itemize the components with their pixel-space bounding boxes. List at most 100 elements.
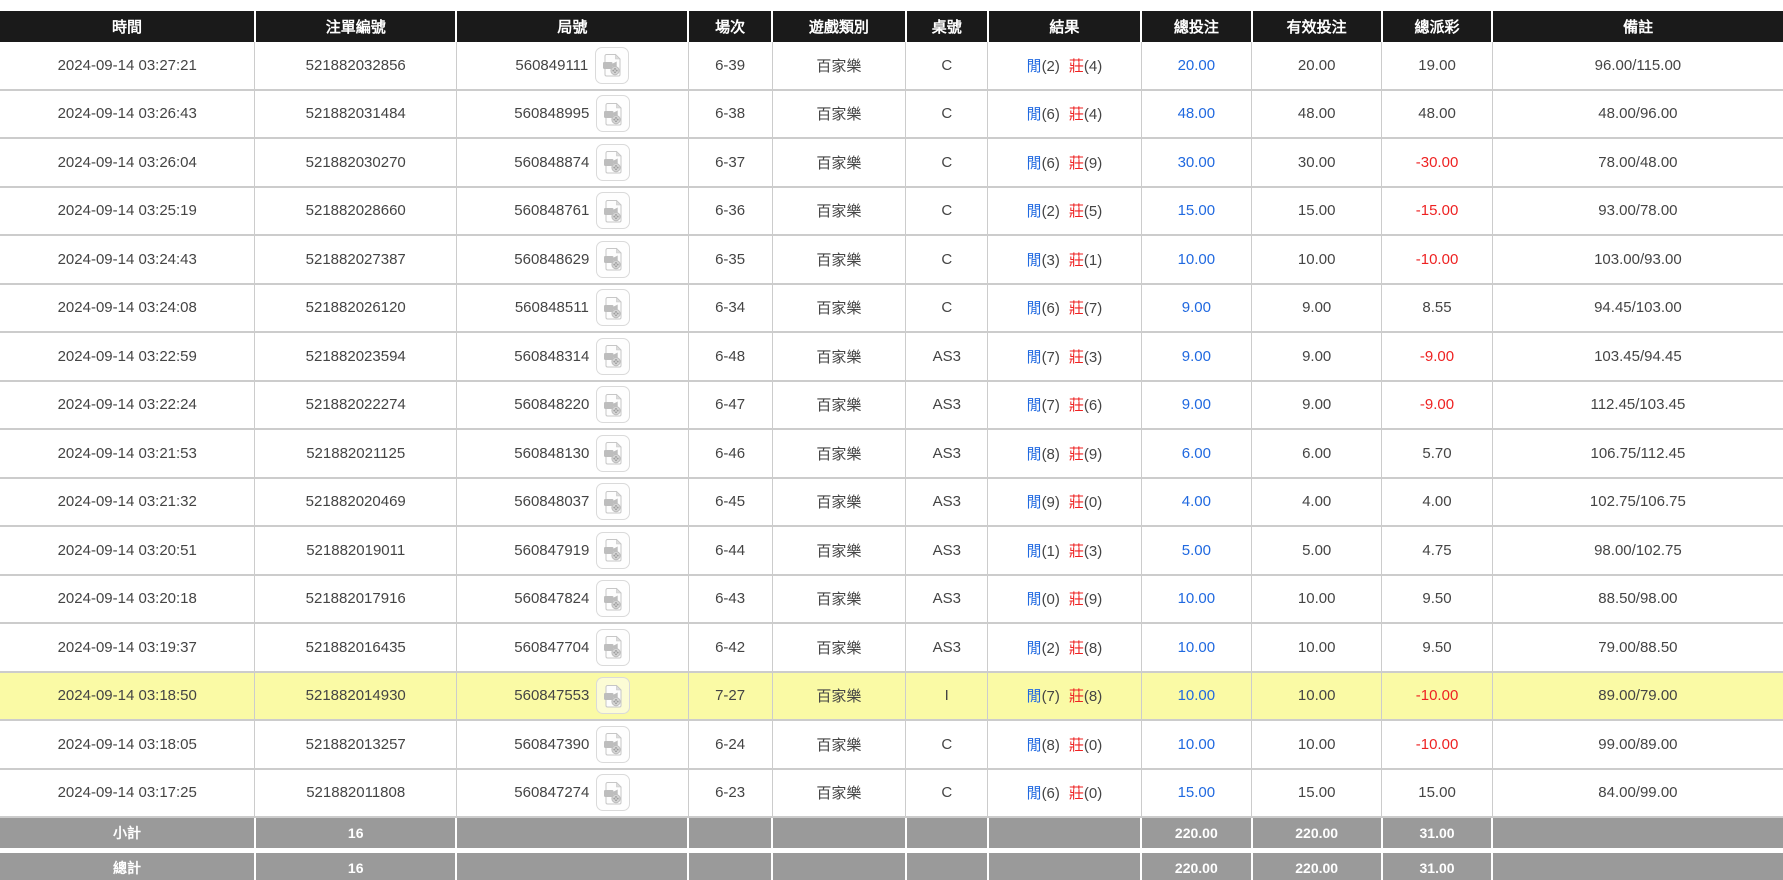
round-id-text: 560848220 bbox=[514, 396, 590, 414]
video-replay-button[interactable] bbox=[595, 289, 630, 327]
table-row[interactable]: 2024-09-14 03:26:43 521882031484 5608489… bbox=[0, 89, 1783, 139]
table-row[interactable]: 2024-09-14 03:17:25 521882011808 5608472… bbox=[0, 768, 1783, 818]
cell-bet-id: 521882022274 bbox=[254, 380, 457, 430]
result-banker-label: 莊 bbox=[1068, 203, 1084, 221]
video-replay-button[interactable] bbox=[596, 628, 631, 666]
cell-game-type: 百家樂 bbox=[772, 526, 907, 576]
cell-total-bet: 10.00 bbox=[1141, 623, 1253, 673]
cell-payout: -10.00 bbox=[1381, 720, 1493, 770]
result-player-value: (1) bbox=[1041, 542, 1060, 560]
cell-table-no: C bbox=[905, 186, 989, 236]
cell-remark: 103.45/94.45 bbox=[1492, 332, 1783, 382]
cell-time: 2024-09-14 03:21:32 bbox=[0, 477, 256, 527]
cell-total-bet: 9.00 bbox=[1141, 283, 1253, 333]
video-replay-button[interactable] bbox=[596, 143, 631, 181]
cell-time: 2024-09-14 03:17:25 bbox=[0, 768, 256, 818]
table-row[interactable]: 2024-09-14 03:22:24 521882022274 5608482… bbox=[0, 380, 1783, 430]
cell-total-bet: 9.00 bbox=[1141, 380, 1253, 430]
result-banker-label: 莊 bbox=[1068, 736, 1084, 754]
cell-session: 6-34 bbox=[688, 283, 773, 333]
cell-time: 2024-09-14 03:18:05 bbox=[0, 720, 256, 770]
cell-table-no: C bbox=[905, 720, 989, 770]
result-banker-value: (3) bbox=[1083, 348, 1103, 366]
video-replay-button[interactable] bbox=[595, 46, 630, 84]
cell-session: 6-47 bbox=[688, 380, 773, 430]
cell-time: 2024-09-14 03:19:37 bbox=[0, 623, 256, 673]
cell-remark: 106.75/112.45 bbox=[1492, 429, 1783, 479]
cell-valid-bet: 9.00 bbox=[1251, 380, 1383, 430]
table-row[interactable]: 2024-09-14 03:22:59 521882023594 5608483… bbox=[0, 332, 1783, 382]
video-replay-button[interactable] bbox=[596, 434, 631, 472]
cell-table-no: C bbox=[905, 283, 989, 333]
cell-session: 6-43 bbox=[688, 574, 773, 624]
table-row[interactable]: 2024-09-14 03:18:05 521882013257 5608473… bbox=[0, 720, 1783, 770]
result-banker-label: 莊 bbox=[1068, 251, 1084, 269]
result-banker-value: (8) bbox=[1083, 639, 1103, 657]
cell-table-no: AS3 bbox=[905, 477, 989, 527]
table-row[interactable]: 2024-09-14 03:21:32 521882020469 5608480… bbox=[0, 477, 1783, 527]
cell-round-id: 560848629 bbox=[456, 235, 689, 285]
cell-session: 6-37 bbox=[688, 138, 773, 188]
round-id-text: 560847274 bbox=[514, 784, 590, 802]
result-player-value: (8) bbox=[1041, 445, 1060, 463]
col-header-table-no: 桌號 bbox=[904, 11, 988, 42]
result-banker-value: (3) bbox=[1083, 542, 1103, 560]
round-id-text: 560848995 bbox=[514, 105, 590, 123]
round-id-text: 560848314 bbox=[514, 347, 590, 365]
col-header-game-type: 遊戲類別 bbox=[771, 11, 906, 42]
cell-bet-id: 521882027387 bbox=[254, 235, 457, 285]
result-banker-label: 莊 bbox=[1068, 591, 1084, 609]
table-row[interactable]: 2024-09-14 03:20:51 521882019011 5608479… bbox=[0, 526, 1783, 576]
cell-round-id: 560848874 bbox=[456, 138, 689, 188]
table-totals: 小計 16 220.00 220.00 31.00 總計 16 bbox=[0, 817, 1783, 880]
cell-remark: 79.00/88.50 bbox=[1492, 623, 1783, 673]
result-player-value: (6) bbox=[1041, 785, 1060, 803]
result-banker-label: 莊 bbox=[1068, 106, 1084, 124]
cell-total-bet: 20.00 bbox=[1141, 42, 1253, 91]
video-replay-button[interactable] bbox=[596, 677, 631, 715]
table-row[interactable]: 2024-09-14 03:20:18 521882017916 5608478… bbox=[0, 574, 1783, 624]
subtotal-row: 小計 16 220.00 220.00 31.00 bbox=[0, 817, 1783, 853]
result-player-label: 閒 bbox=[1026, 397, 1042, 415]
video-replay-button[interactable] bbox=[596, 95, 631, 133]
cell-valid-bet: 15.00 bbox=[1251, 186, 1383, 236]
result-banker-value: (9) bbox=[1083, 591, 1103, 609]
table-row[interactable]: 2024-09-14 03:25:19 521882028660 5608487… bbox=[0, 186, 1783, 236]
table-row[interactable]: 2024-09-14 03:19:37 521882016435 5608477… bbox=[0, 623, 1783, 673]
video-replay-button[interactable] bbox=[596, 192, 631, 230]
table-row[interactable]: 2024-09-14 03:24:43 521882027387 5608486… bbox=[0, 235, 1783, 285]
cell-bet-id: 521882016435 bbox=[254, 623, 457, 673]
video-replay-button[interactable] bbox=[596, 337, 631, 375]
video-replay-button[interactable] bbox=[596, 531, 631, 569]
cell-result: 閒(6) 莊(7) bbox=[987, 283, 1142, 333]
cell-round-id: 560848130 bbox=[456, 429, 689, 479]
cell-payout: 5.70 bbox=[1381, 429, 1493, 479]
video-replay-button[interactable] bbox=[596, 386, 631, 424]
table-row[interactable]: 2024-09-14 03:21:53 521882021125 5608481… bbox=[0, 429, 1783, 479]
cell-payout: 8.55 bbox=[1381, 283, 1493, 333]
round-id-text: 560848761 bbox=[514, 202, 590, 220]
cell-payout: 4.00 bbox=[1381, 477, 1493, 527]
video-replay-button[interactable] bbox=[596, 240, 631, 278]
round-id-text: 560847390 bbox=[514, 735, 590, 753]
table-row[interactable]: 2024-09-14 03:27:21 521882032856 5608491… bbox=[0, 42, 1783, 91]
round-id-text: 560848874 bbox=[514, 153, 590, 171]
cell-valid-bet: 6.00 bbox=[1251, 429, 1383, 479]
cell-remark: 98.00/102.75 bbox=[1492, 526, 1783, 576]
video-replay-icon bbox=[604, 636, 623, 659]
table-row[interactable]: 2024-09-14 03:26:04 521882030270 5608488… bbox=[0, 138, 1783, 188]
result-player-label: 閒 bbox=[1026, 106, 1042, 124]
video-replay-button[interactable] bbox=[596, 483, 631, 521]
video-replay-button[interactable] bbox=[596, 580, 631, 618]
result-player-value: (6) bbox=[1041, 106, 1060, 124]
video-replay-icon bbox=[604, 539, 623, 562]
result-player-label: 閒 bbox=[1026, 736, 1042, 754]
cell-valid-bet: 10.00 bbox=[1251, 623, 1383, 673]
cell-payout: 9.50 bbox=[1381, 623, 1493, 673]
cell-total-bet: 10.00 bbox=[1141, 574, 1253, 624]
table-row[interactable]: 2024-09-14 03:24:08 521882026120 5608485… bbox=[0, 283, 1783, 333]
video-replay-icon bbox=[604, 199, 623, 223]
video-replay-button[interactable] bbox=[596, 725, 631, 763]
table-row[interactable]: 2024-09-14 03:18:50 521882014930 5608475… bbox=[0, 671, 1783, 721]
video-replay-button[interactable] bbox=[596, 774, 631, 812]
